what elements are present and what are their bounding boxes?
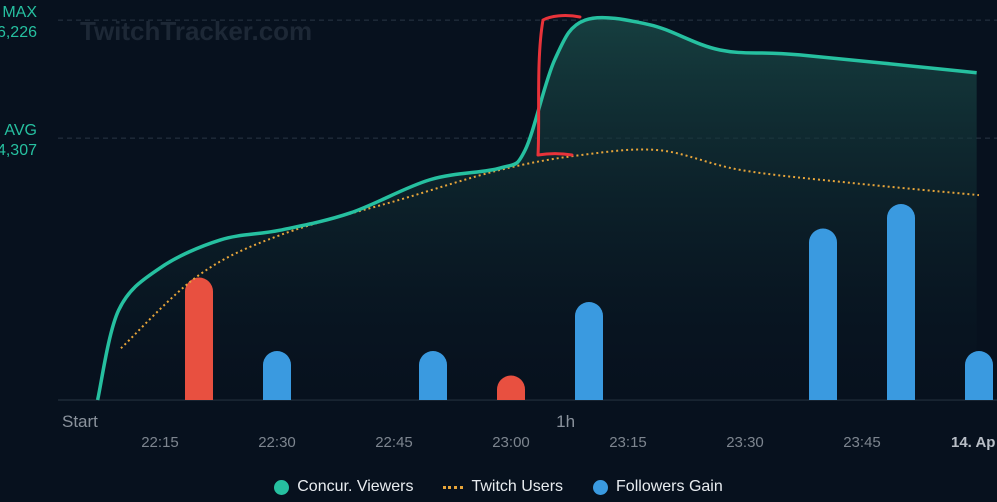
legend-label: Concur. Viewers <box>297 478 414 495</box>
x-tick-label: 22:30 <box>258 434 296 451</box>
followers-bar <box>263 351 291 400</box>
legend: Concur. Viewers Twitch Users Followers G… <box>0 478 997 496</box>
legend-label: Followers Gain <box>616 478 723 495</box>
twitch-users-line <box>120 148 980 349</box>
reference-label: MAX <box>2 4 37 21</box>
red-annotation-bracket <box>536 14 582 157</box>
reference-label: AVG <box>4 122 37 139</box>
legend-twitch-users[interactable]: Twitch Users <box>443 478 563 496</box>
legend-viewers[interactable]: Concur. Viewers <box>274 478 413 496</box>
x-tick-label: 14. Ap <box>951 434 995 451</box>
followers-bar <box>809 228 837 400</box>
followers-bar <box>185 277 213 400</box>
chart: TwitchTracker.com MAX 6,226 AVG 4,307 Start 1h… <box>0 4 997 451</box>
viewers-area <box>97 17 977 401</box>
reference-value: 4,307 <box>0 142 37 159</box>
legend-followers[interactable]: Followers Gain <box>593 478 723 496</box>
x-tick-label: 23:15 <box>609 434 647 451</box>
followers-bar <box>965 351 993 400</box>
viewers-line <box>95 15 977 401</box>
x-tick-label: 22:45 <box>375 434 413 451</box>
twitch-users-swatch <box>443 485 464 489</box>
x-marker-label: 1h <box>556 412 575 431</box>
watermark: TwitchTracker.com <box>80 16 312 46</box>
x-tick-label: 23:30 <box>726 434 764 451</box>
x-tick-label: 23:00 <box>492 434 530 451</box>
x-tick-label: 22:15 <box>141 434 179 451</box>
followers-bar <box>419 351 447 400</box>
x-marker-label: Start <box>62 412 98 431</box>
followers-bar <box>575 302 603 400</box>
legend-label: Twitch Users <box>471 478 564 495</box>
followers-bar <box>497 375 525 400</box>
viewers-swatch <box>274 479 290 495</box>
followers-swatch <box>593 479 609 495</box>
followers-bar <box>887 204 915 400</box>
x-tick-label: 23:45 <box>843 434 881 451</box>
reference-value: 6,226 <box>0 24 37 41</box>
